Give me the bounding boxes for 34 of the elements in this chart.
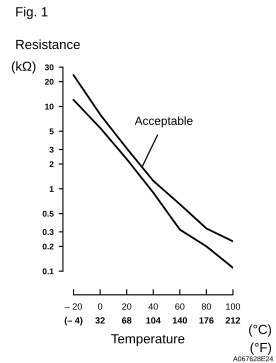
x-tick-label: 20 — [122, 303, 132, 310]
y-tick-label: 0.2 — [42, 244, 54, 250]
x-tick-label: 100 — [226, 303, 240, 310]
y-tick-label: 1 — [50, 186, 54, 192]
y-tick-label: 3 — [49, 146, 54, 153]
y-tick-label: 20 — [44, 78, 54, 85]
line-series — [72, 74, 233, 242]
x-tick-label: 80 — [202, 303, 212, 310]
text: (°F) — [250, 342, 272, 355]
y-tick-label: 5 — [50, 128, 54, 134]
x-tick-label: 0 — [98, 303, 102, 310]
y-tick-label: 30 — [44, 64, 54, 70]
x-tick-label: 60 — [175, 303, 184, 310]
x2-tick-label: 176 — [199, 317, 214, 324]
text: (kΩ) — [12, 61, 36, 74]
y-tick-label: 10 — [45, 104, 54, 110]
chart-title: Fig. 1 — [16, 6, 48, 20]
annotation: Acceptable — [134, 116, 193, 128]
text: (°C) — [249, 324, 272, 337]
y-tick-label: 0.5 — [42, 210, 54, 217]
x-tick-label: – 20 — [64, 303, 82, 310]
y-tick-label: 2 — [50, 161, 54, 168]
x2-tick-label: 104 — [146, 317, 161, 324]
y-axis-title: Resistance — [16, 39, 80, 50]
x2-tick-label: 32 — [95, 317, 105, 324]
y-tick-label: 0.1 — [42, 268, 54, 274]
x2-tick-label: 212 — [226, 317, 240, 324]
x2-tick-label: 140 — [172, 317, 187, 324]
x2-tick-label: 68 — [122, 317, 132, 324]
x2-tick-label: (– 4) — [64, 316, 82, 326]
y-tick-label: 0.3 — [42, 229, 54, 235]
x-axis-title: Temperature — [111, 334, 184, 346]
line-series — [72, 99, 233, 269]
x-tick-label: 40 — [148, 303, 158, 310]
